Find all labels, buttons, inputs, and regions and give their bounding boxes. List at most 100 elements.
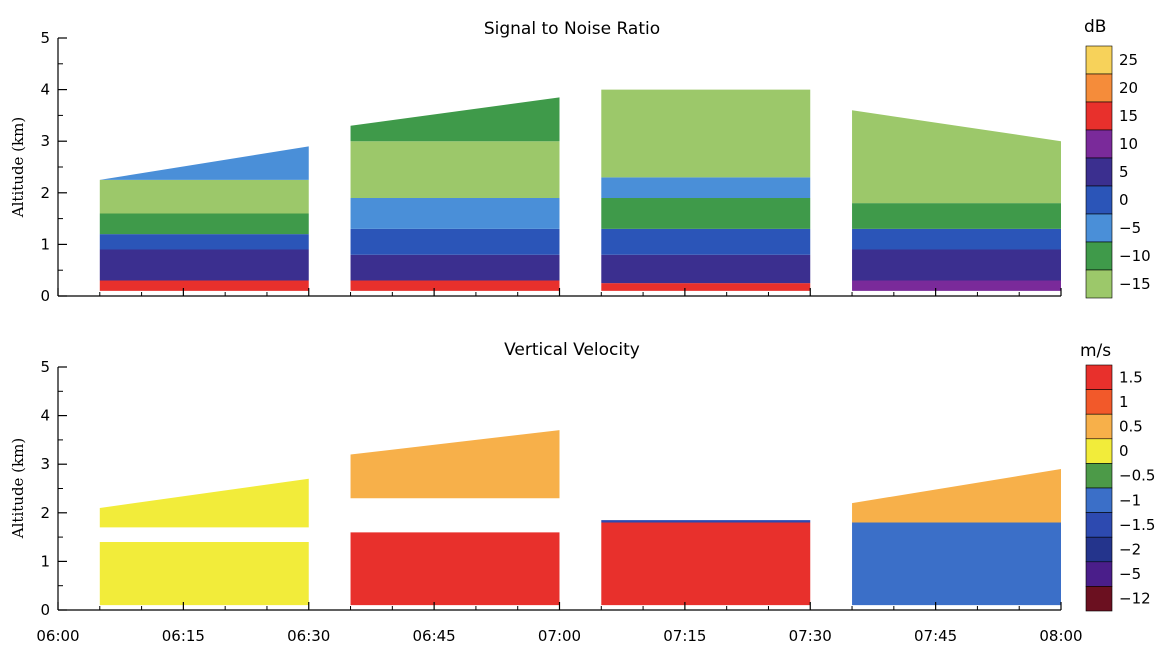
segment-2-layer-4 [350, 197, 560, 229]
segment-2-layer-2 [350, 498, 560, 533]
colorbar-swatch [1085, 512, 1113, 538]
colorbar-label: −5 [1119, 219, 1141, 237]
x-tick-label: 07:30 [789, 627, 832, 645]
segment-1-layer-6 [99, 146, 309, 180]
snr-y-axis-label: Altitude (km) [9, 117, 27, 218]
colorbar-swatch [1085, 561, 1113, 587]
velocity-y-ticks: 0 1 2 3 4 5 [40, 358, 67, 619]
colorbar-label: −0.5 [1119, 467, 1155, 485]
colorbar-swatch [1085, 185, 1113, 215]
colorbar-swatch [1085, 213, 1113, 243]
y-tick-label: 4 [40, 407, 50, 425]
segment-3-layer-1 [601, 522, 811, 606]
velocity-title: Vertical Velocity [504, 340, 640, 360]
colorbar-swatch [1085, 101, 1113, 131]
velocity-y-axis-label: Altitude (km) [9, 438, 27, 539]
colorbar-label: 0.5 [1119, 418, 1143, 436]
colorbar-label: −1 [1119, 491, 1141, 509]
y-tick-label: 1 [40, 552, 50, 570]
segment-4-layer-5 [852, 110, 1061, 204]
y-tick-label: 2 [40, 184, 50, 202]
colorbar-swatch [1085, 438, 1113, 464]
colorbar-swatch [1085, 73, 1113, 103]
colorbar-swatch [1085, 536, 1113, 563]
segment-3-layer-2 [601, 520, 811, 523]
colorbar-swatch [1085, 413, 1113, 440]
segment-2-layer-1 [350, 532, 560, 606]
colorbar-swatch [1085, 463, 1113, 489]
colorbar-label: −12 [1119, 590, 1151, 608]
segment-2-layer-3 [350, 430, 560, 499]
segment-3-layer-3 [601, 228, 811, 255]
colorbar-label: 1.5 [1119, 368, 1143, 386]
snr-plot-area [99, 89, 1061, 291]
y-tick-label: 2 [40, 504, 50, 522]
colorbar-label: 20 [1119, 79, 1138, 97]
segment-1-layer-2 [99, 527, 309, 542]
segment-1-layer-1 [99, 280, 309, 291]
colorbar-label: −5 [1119, 565, 1141, 583]
segment-4-layer-1 [852, 522, 1061, 606]
x-tick-label: 07:00 [538, 627, 581, 645]
colorbar-label: −2 [1119, 541, 1141, 559]
x-tick-label: 07:45 [914, 627, 957, 645]
segment-2-layer-1 [350, 280, 560, 291]
segment-1-layer-2 [99, 249, 309, 281]
segment-2-layer-6 [350, 97, 560, 142]
colorbar-swatch [1085, 487, 1113, 513]
colorbar-label: 10 [1119, 135, 1138, 153]
x-tick-label: 06:00 [36, 627, 79, 645]
x-tick-label: 06:15 [162, 627, 205, 645]
segment-3-layer-6 [601, 89, 811, 178]
snr-y-ticks: 0 1 2 3 4 5 [40, 29, 67, 305]
snr-colorbar: 25 20 15 10 5 0 −5 −10 −15 [1085, 45, 1151, 299]
snr-colorbar-unit: dB [1084, 17, 1106, 37]
y-tick-label: 3 [40, 132, 50, 150]
colorbar-swatch [1085, 241, 1113, 271]
velocity-colorbar: 1.5 1 0.5 0 −0.5 −1 −1.5 −2 −5 −12 [1085, 364, 1155, 612]
colorbar-swatch [1085, 157, 1113, 187]
segment-3-layer-2 [601, 254, 811, 284]
colorbar-swatch [1085, 45, 1113, 75]
x-tick-label: 06:30 [287, 627, 330, 645]
segment-4-layer-2 [852, 249, 1061, 281]
segment-1-layer-3 [99, 234, 309, 250]
colorbar-swatch [1085, 364, 1113, 390]
velocity-x-ticks: 06:00 06:15 06:30 06:45 07:00 07:15 07:30 07:45… [36, 602, 1083, 645]
colorbar-label: −10 [1119, 247, 1151, 265]
segment-4-layer-3 [852, 228, 1061, 250]
segment-1-layer-4 [99, 213, 309, 235]
segment-1-layer-5 [99, 179, 309, 214]
y-tick-label: 4 [40, 81, 50, 99]
segment-2-layer-2 [350, 254, 560, 281]
colorbar-swatch [1085, 586, 1113, 612]
segment-1-layer-1 [99, 541, 309, 606]
colorbar-label: 0 [1119, 442, 1129, 460]
colorbar-swatch [1085, 129, 1113, 159]
segment-3-layer-5 [601, 177, 811, 198]
segment-1-layer-3 [99, 478, 309, 528]
snr-x-ticks [57, 288, 1062, 296]
x-tick-label: 08:00 [1039, 627, 1082, 645]
segment-4-layer-4 [852, 203, 1061, 229]
colorbar-label: −1.5 [1119, 516, 1155, 534]
colorbar-label: 1 [1119, 393, 1129, 411]
y-tick-label: 5 [40, 29, 50, 47]
colorbar-label: 5 [1119, 163, 1129, 181]
segment-3-layer-1 [601, 283, 811, 291]
colorbar-label: 25 [1119, 51, 1138, 69]
colorbar-swatch [1085, 269, 1113, 299]
colorbar-label: 15 [1119, 107, 1138, 125]
y-tick-label: 0 [40, 287, 50, 305]
segment-2-layer-5 [350, 141, 560, 198]
velocity-plot-area [99, 430, 1061, 606]
y-tick-label: 1 [40, 235, 50, 253]
colorbar-swatch [1085, 389, 1113, 415]
velocity-colorbar-unit: m/s [1080, 341, 1111, 361]
velocity-panel: Vertical Velocity 0 1 2 3 4 5 06:00 06:15 06:30… [9, 340, 1155, 645]
snr-title: Signal to Noise Ratio [484, 19, 660, 39]
segment-3-layer-4 [601, 197, 811, 229]
segment-2-layer-3 [350, 228, 560, 255]
y-tick-label: 0 [40, 601, 50, 619]
